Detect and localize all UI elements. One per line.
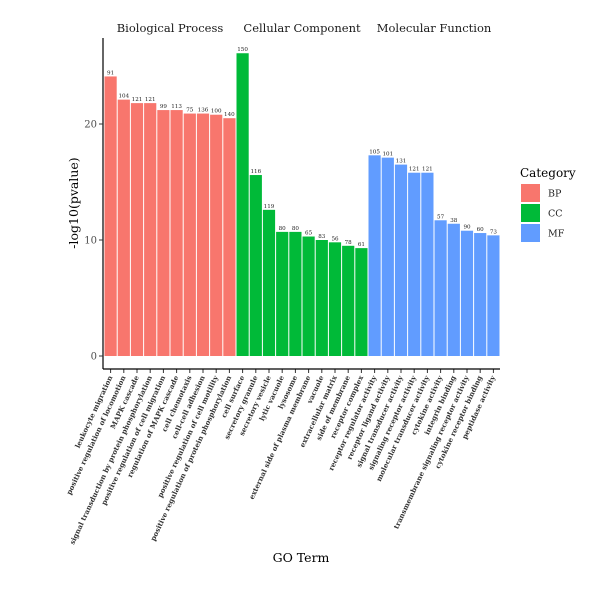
bar-count-label: 121 (132, 97, 143, 103)
legend-swatch-cc (521, 204, 540, 222)
bar-count-label: 121 (422, 167, 433, 173)
bar-count-label: 90 (463, 225, 471, 231)
bar-count-label: 105 (369, 149, 380, 155)
bar-cc (236, 53, 249, 357)
bar-mf (460, 230, 474, 356)
bar-count-label: 119 (264, 204, 275, 210)
bars (104, 53, 500, 357)
bar-mf (447, 223, 460, 356)
bar-cc (276, 231, 289, 356)
legend-swatch-mf (521, 224, 540, 242)
bar-count-label: 38 (450, 218, 458, 224)
bar-count-label: 131 (396, 159, 407, 165)
bar-bp (183, 113, 196, 356)
bar-bp (104, 76, 117, 356)
y-tick-label: 10 (84, 236, 97, 247)
y-axis: 0 10 20 (84, 38, 104, 369)
bar-count-label: 65 (305, 231, 313, 237)
x-axis-title: GO Term (273, 550, 330, 565)
bar-bp (130, 103, 144, 357)
bar-cc (355, 248, 368, 356)
bar-count-label: 83 (318, 234, 326, 240)
bar-bp (196, 113, 210, 356)
facet-title-mf: Molecular Function (377, 21, 492, 35)
bar-bp (157, 110, 170, 356)
bar-bp (144, 103, 157, 357)
bar-bp (223, 118, 236, 356)
bar-count-label: 80 (292, 226, 300, 232)
bar-mf (434, 220, 447, 356)
facet-title-cc: Cellular Component (243, 21, 361, 35)
legend-swatch-bp (521, 184, 540, 202)
bar-cc (328, 242, 342, 356)
bar-cc (342, 245, 355, 356)
bar-cc (249, 175, 262, 356)
y-tick-label: 20 (84, 120, 97, 131)
bar-bp (117, 99, 130, 356)
bar-count-label: 140 (224, 112, 235, 118)
bar-bp (210, 114, 223, 356)
bar-count-label: 99 (160, 104, 168, 110)
bar-count-label: 121 (409, 167, 420, 173)
legend-label-bp: BP (548, 189, 562, 200)
bar-count-label: 91 (107, 70, 114, 76)
bar-count-label: 60 (477, 227, 485, 233)
bar-count-label: 104 (118, 94, 129, 100)
bar-count-label: 100 (211, 109, 222, 115)
bar-count-label: 116 (250, 169, 261, 175)
bar-mf (474, 233, 487, 356)
bar-count-label: 78 (345, 240, 353, 246)
bar-cc (315, 240, 328, 356)
legend: Category BP CC MF (520, 166, 576, 242)
bar-cc (302, 236, 315, 356)
facet-titles: Biological Process Cellular Component Mole… (117, 21, 492, 35)
y-axis-title: -log10(pvalue) (66, 157, 81, 248)
bar-count-label: 56 (331, 236, 339, 242)
bar-count-label: 80 (279, 226, 287, 232)
bar-cc (289, 231, 302, 356)
legend-title: Category (520, 166, 576, 180)
bar-mf (487, 235, 500, 356)
facet-title-bp: Biological Process (117, 21, 224, 35)
bar-count-label: 121 (145, 97, 156, 103)
bar-count-label: 73 (490, 229, 498, 235)
bar-count-label: 101 (382, 152, 393, 158)
y-tick-label: 0 (91, 352, 97, 363)
bar-cc (262, 209, 276, 356)
bar-mf (381, 157, 394, 356)
bar-count-label: 75 (186, 108, 194, 114)
legend-label-mf: MF (548, 229, 565, 240)
bar-count-label: 150 (237, 47, 248, 53)
bar-mf (368, 155, 381, 356)
bar-count-label: 57 (437, 214, 445, 220)
bar-bp (170, 110, 183, 356)
bar-count-label: 61 (358, 242, 365, 248)
legend-label-cc: CC (548, 209, 563, 220)
bar-count-label: 136 (198, 108, 209, 114)
bar-mf (408, 172, 421, 356)
bar-mf (394, 164, 408, 356)
bar-mf (421, 172, 434, 356)
bar-count-label: 113 (171, 104, 182, 110)
